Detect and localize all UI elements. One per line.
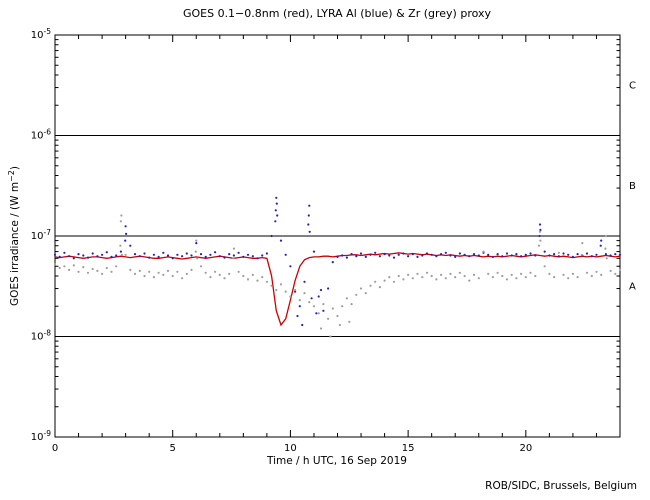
svg-text:15: 15 <box>402 443 415 454</box>
svg-text:10-7: 10-7 <box>31 228 51 242</box>
axis-ticks <box>54 34 621 438</box>
x-tick-labels: 0 5 10 15 20 <box>52 443 532 454</box>
chart-title: GOES 0.1−0.8nm (red), LYRA Al (blue) & Z… <box>183 7 492 20</box>
svg-text:20: 20 <box>519 443 532 454</box>
svg-text:0: 0 <box>52 443 58 454</box>
credit-text: ROB/SIDC, Brussels, Belgium <box>485 480 637 492</box>
x-axis-label: Time / h UTC, 16 Sep 2019 <box>266 455 407 467</box>
flare-class-boundary-lines <box>55 135 620 337</box>
svg-text:A: A <box>629 281 636 292</box>
svg-text:10-9: 10-9 <box>31 429 51 443</box>
svg-text:10: 10 <box>284 443 297 454</box>
svg-text:10-8: 10-8 <box>31 329 51 343</box>
y-axis-label: GOES irradiance / (W m−2) <box>7 166 21 306</box>
lyra-al-series <box>53 196 622 327</box>
flare-class-labels: C B A <box>629 80 636 292</box>
svg-text:10-5: 10-5 <box>31 27 51 41</box>
svg-text:10-6: 10-6 <box>31 128 51 142</box>
svg-text:C: C <box>629 80 636 91</box>
y-tick-labels: 10-5 10-6 10-7 10-8 10-9 <box>31 27 51 443</box>
svg-text:B: B <box>629 181 636 192</box>
lyra-zr-series <box>53 214 622 338</box>
svg-text:5: 5 <box>170 443 176 454</box>
